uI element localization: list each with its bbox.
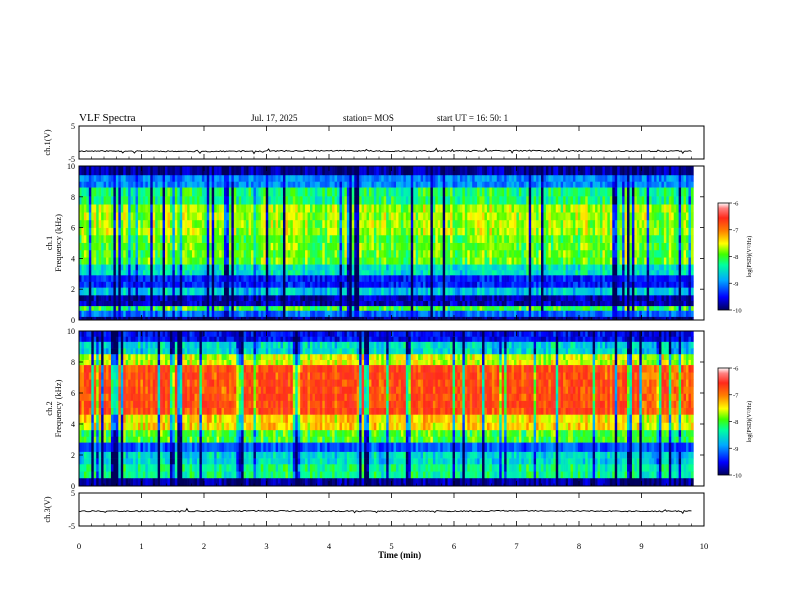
ch2-spectrogram-colorbar [717, 367, 730, 476]
ch3-waveform-trace [78, 507, 692, 515]
ch2-spectrogram-colorbar-tick-label: -7 [733, 392, 739, 399]
ch2-spectrogram-ytick-label: 2 [71, 451, 75, 460]
x-tick-label: 1 [139, 541, 143, 551]
ch1-waveform-trace [78, 147, 692, 155]
x-tick-label: 6 [452, 541, 456, 551]
x-tick-label: 10 [700, 541, 709, 551]
ch2-spectrogram-ylabel: Frequency (kHz) [53, 379, 63, 437]
ch2-spectrogram-ytick-label: 8 [71, 358, 75, 367]
x-tick-label: 9 [639, 541, 643, 551]
ch1-spectrogram-colorbar-tick-label: -10 [733, 308, 742, 315]
x-tick-label: 4 [327, 541, 332, 551]
ch2-spectrogram-cells [79, 331, 694, 487]
ch1-spectrogram-colorbar [717, 202, 730, 311]
ch2-spectrogram-colorbar-tick-label: -9 [733, 446, 738, 453]
ch2-spectrogram-colorbar-tick-label: -8 [733, 419, 738, 426]
ch1-spectrogram-colorbar-tick-label: -6 [733, 201, 739, 208]
ch1-spectrogram-ytick-label: 6 [71, 224, 75, 233]
ch3-waveform-ytick-label: -5 [68, 522, 75, 531]
ch1-waveform-ytick-label: 5 [71, 122, 75, 131]
station-label: station= MOS [343, 113, 394, 123]
ch1-spectrogram-ytick-label: 10 [67, 162, 75, 171]
ch1-spectrogram-ylabel: Frequency (kHz) [53, 214, 63, 272]
ch2-spectrogram-colorbar-label: log(PSD)(V²/Hz) [746, 401, 753, 442]
x-tick-label: 7 [514, 541, 518, 551]
ch3-waveform-ylabel: ch.3(V) [42, 496, 52, 522]
ch1-waveform-ylabel: ch.1(V) [42, 129, 52, 155]
ch1-spectrogram-ytick-label: 8 [71, 193, 75, 202]
ch2-spectrogram-ytick-label: 0 [71, 482, 75, 491]
date-label: Jul. 17, 2025 [251, 113, 298, 123]
ch2-spectrogram-colorbar-tick-label: -10 [733, 473, 742, 480]
ch1-waveform-ytick-label: -5 [68, 155, 75, 164]
ch2-spectrogram-ytick-label: 4 [71, 420, 75, 429]
x-tick-label: 5 [389, 541, 393, 551]
ch1-spectrogram-colorbar-label: log(PSD)(V²/Hz) [746, 236, 753, 277]
x-tick-label: 8 [577, 541, 581, 551]
ch1-spectrogram-ytick-label: 0 [71, 316, 75, 325]
ch1-spectrogram-colorbar-tick-label: -8 [733, 254, 738, 261]
ch2-spectrogram-ytick-label: 6 [71, 389, 75, 398]
x-axis-label: Time (min) [378, 550, 421, 560]
ch1-spectrogram-ylabel: ch.1 [44, 236, 54, 250]
ch1-spectrogram-colorbar-tick-label: -9 [733, 281, 738, 288]
ch1-spectrogram-ytick-label: 4 [71, 254, 75, 263]
ch3-waveform-ytick-label: 5 [71, 489, 75, 498]
ch1-spectrogram-ytick-label: 2 [71, 285, 75, 294]
x-tick-label: 0 [77, 541, 81, 551]
figure-title: VLF Spectra [79, 112, 136, 124]
ch1-spectrogram-colorbar-tick-label: -7 [733, 227, 739, 234]
ch1-spectrogram-cells [79, 166, 694, 321]
ch2-spectrogram-colorbar-tick-label: -6 [733, 366, 739, 373]
start-time-label: start UT = 16: 50: 1 [437, 113, 509, 123]
ch2-spectrogram-ytick-label: 10 [67, 327, 75, 336]
x-tick-label: 2 [202, 541, 206, 551]
x-tick-label: 3 [264, 541, 268, 551]
ch2-spectrogram-ylabel: ch.2 [44, 401, 54, 415]
